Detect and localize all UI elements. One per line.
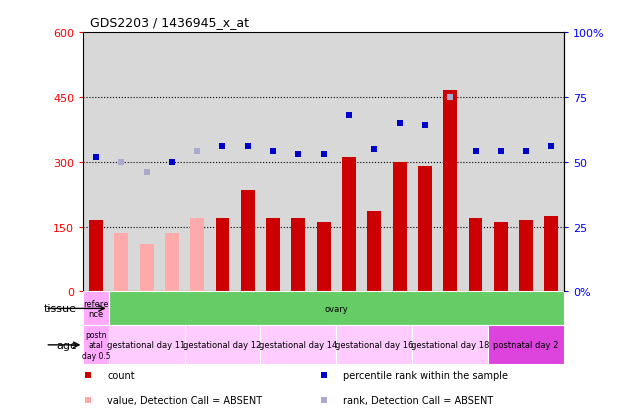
Bar — [444, 91, 457, 292]
Bar — [337, 325, 412, 364]
Text: gestational day 14: gestational day 14 — [259, 341, 338, 349]
Bar — [241, 190, 254, 292]
Bar — [519, 221, 533, 292]
Text: rank, Detection Call = ABSENT: rank, Detection Call = ABSENT — [343, 395, 493, 405]
Text: gestational day 11: gestational day 11 — [108, 341, 186, 349]
Bar — [215, 218, 229, 292]
Bar — [317, 223, 331, 292]
Bar — [114, 233, 128, 292]
Text: postnatal day 2: postnatal day 2 — [494, 341, 559, 349]
Bar — [488, 325, 564, 364]
Text: gestational day 16: gestational day 16 — [335, 341, 413, 349]
Bar — [412, 325, 488, 364]
Text: tissue: tissue — [44, 304, 77, 313]
Text: percentile rank within the sample: percentile rank within the sample — [343, 370, 508, 380]
Bar — [544, 216, 558, 292]
Bar — [89, 221, 103, 292]
Bar — [494, 223, 508, 292]
Bar — [140, 244, 154, 292]
Bar — [266, 218, 280, 292]
Bar — [108, 325, 185, 364]
Bar — [260, 325, 337, 364]
Text: GDS2203 / 1436945_x_at: GDS2203 / 1436945_x_at — [90, 16, 249, 29]
Bar — [342, 158, 356, 292]
Text: value, Detection Call = ABSENT: value, Detection Call = ABSENT — [108, 395, 263, 405]
Text: refere
nce: refere nce — [83, 299, 109, 318]
Bar — [292, 218, 305, 292]
Bar — [367, 212, 381, 292]
Text: gestational day 18: gestational day 18 — [411, 341, 490, 349]
Text: age: age — [56, 340, 77, 350]
Bar — [185, 325, 260, 364]
Bar — [83, 292, 108, 325]
Bar — [393, 162, 406, 292]
Text: count: count — [108, 370, 135, 380]
Bar — [469, 218, 483, 292]
Text: gestational day 12: gestational day 12 — [183, 341, 262, 349]
Text: postn
atal
day 0.5: postn atal day 0.5 — [81, 330, 110, 360]
Bar — [165, 233, 179, 292]
Text: ovary: ovary — [324, 304, 348, 313]
Bar — [190, 218, 204, 292]
Bar — [83, 325, 108, 364]
Bar — [418, 167, 432, 292]
